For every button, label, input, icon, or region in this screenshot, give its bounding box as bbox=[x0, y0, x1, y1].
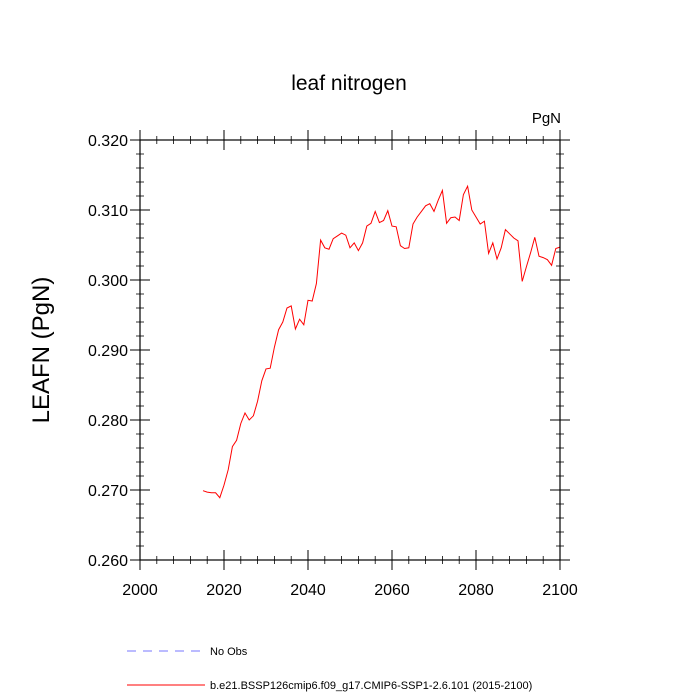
y-tick-label: 0.270 bbox=[88, 483, 128, 500]
y-tick-label: 0.320 bbox=[88, 133, 128, 150]
legend-label-no-obs: No Obs bbox=[210, 646, 248, 658]
plot-frame bbox=[139, 139, 561, 561]
units-label: PgN bbox=[532, 110, 561, 127]
series-line-ssp126 bbox=[202, 184, 561, 499]
x-tick-labels: 2000 2020 2040 2060 2080 2100 bbox=[122, 582, 578, 599]
major-ticks bbox=[130, 130, 570, 570]
x-tick-label: 2040 bbox=[290, 582, 326, 599]
legend: No Obs b.e21.BSSP126cmip6.f09_g17.CMIP6-… bbox=[127, 646, 532, 692]
y-tick-label: 0.290 bbox=[88, 343, 128, 360]
y-axis-label: LEAFN (PgN) bbox=[28, 277, 55, 424]
legend-label-ssp126: b.e21.BSSP126cmip6.f09_g17.CMIP6-SSP1-2.… bbox=[210, 680, 532, 692]
x-tick-label: 2020 bbox=[206, 582, 242, 599]
chart-title: leaf nitrogen bbox=[291, 72, 407, 95]
minor-ticks bbox=[136, 136, 564, 564]
x-tick-label: 2080 bbox=[458, 582, 494, 599]
y-tick-label: 0.310 bbox=[88, 203, 128, 220]
y-tick-label: 0.280 bbox=[88, 413, 128, 430]
y-tick-label: 0.260 bbox=[88, 553, 128, 570]
x-tick-label: 2100 bbox=[542, 582, 578, 599]
x-tick-label: 2060 bbox=[374, 582, 410, 599]
x-tick-label: 2000 bbox=[122, 582, 158, 599]
y-tick-labels: 0.260 0.270 0.280 0.290 0.300 0.310 0.320 bbox=[88, 133, 128, 570]
y-tick-label: 0.300 bbox=[88, 273, 128, 290]
